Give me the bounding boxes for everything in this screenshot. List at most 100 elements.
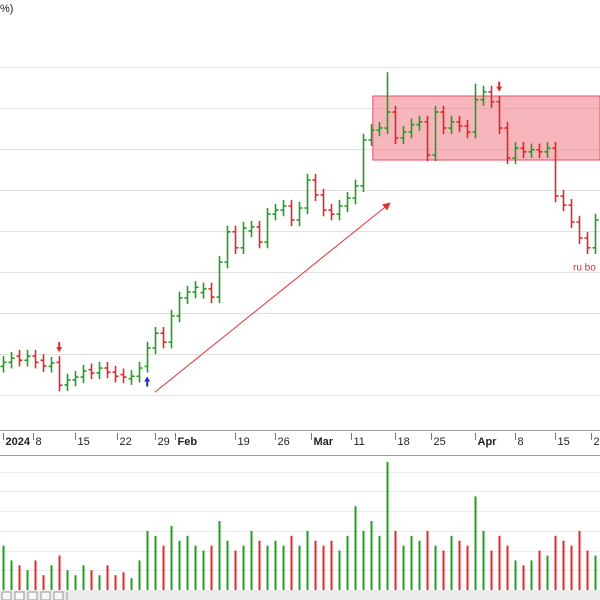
volume-bar [170,525,173,590]
volume-bar [154,535,157,590]
sell-signal [496,81,503,92]
volume-bar [258,540,261,590]
volume-bar [106,565,109,590]
zone-layer [372,95,600,161]
volume-bar [282,545,285,590]
x-tick-label: 22 [120,436,132,448]
volume-bar [546,555,549,590]
volume-bar [298,545,301,590]
tool-button[interactable] [1,591,12,600]
volume-bar [178,540,181,590]
volume-bar [402,545,405,590]
volume-bar [218,521,221,590]
volume-bar [554,535,557,590]
volume-bar [114,575,117,590]
volume-bar [450,535,453,590]
volume-bar [370,521,373,590]
volume-bar [514,560,517,590]
tool-button[interactable] [27,591,38,600]
volume-bar [570,545,573,590]
tool-button[interactable] [53,591,64,600]
volume-bar [90,570,93,590]
volume-bar [346,535,349,590]
grid-layer [0,67,600,571]
volume-bar [290,535,293,590]
volume-bar [458,540,461,590]
volume-bar [122,572,125,590]
volume-bar [82,565,85,590]
volume-bar [314,540,317,590]
volume-bar [194,545,197,590]
x-axis: 2024 8 15 22 29 Feb 19 26 Mar 11 18 25 Apr 8 15 22 [3,433,600,448]
volume-bar [130,578,133,590]
x-tick-label: 19 [238,436,250,448]
bars-layer [0,72,599,393]
x-tick-label: 15 [78,436,90,448]
annotation: ru bo [573,263,596,274]
volume-bar [482,530,485,590]
volume-bar [506,545,509,590]
volume-bar [338,550,341,590]
volume-bar [186,535,189,590]
volume-bar [410,535,413,590]
volume-bar [522,565,525,590]
volume-bar [210,545,213,590]
volume-bar [58,555,61,590]
volume-bar [538,550,541,590]
volume-bar [330,540,333,590]
volume-bar [18,565,21,590]
volume-bar [202,550,205,590]
x-tick-label: 25 [434,436,446,448]
tool-button[interactable] [40,591,51,600]
volume-bar [386,461,389,590]
x-tick-label: 8 [518,436,524,448]
volume-bar [578,530,581,590]
x-tick-label: 11 [354,436,365,448]
volume-layer [2,461,597,590]
sell-signal [56,342,63,353]
x-tick-label: Mar [314,436,334,448]
volume-bar [426,530,429,590]
buy-signal [144,376,151,387]
toolbar-bg [0,590,600,600]
volume-bar [50,565,53,590]
volume-bar [594,555,597,590]
volume-bar [354,506,357,590]
volume-bar [266,545,269,590]
x-tick-label: Feb [178,436,198,448]
x-tick-label: 8 [36,436,42,448]
volume-bar [394,530,397,590]
trend-line [154,202,391,393]
x-tick-label: 22 [594,436,600,448]
highlight-zone [372,95,600,161]
volume-bar [42,575,45,590]
volume-bar [162,545,165,590]
volume-bar [378,535,381,590]
volume-bar [274,540,277,590]
volume-bar [226,540,229,590]
x-tick-label: 2024 [6,436,31,448]
volume-bar [10,560,13,590]
volume-bar [474,496,477,590]
volume-bar [26,570,29,590]
volume-bar [562,540,565,590]
volume-bar [490,550,493,590]
x-tick-label: Apr [478,436,498,448]
volume-bar [362,530,365,590]
x-tick-label: 18 [398,436,410,448]
volume-bar [442,550,445,590]
volume-bar [242,545,245,590]
volume-bar [234,550,237,590]
volume-bar [434,545,437,590]
volume-bar [34,560,37,590]
volume-bar [2,545,5,590]
volume-bar [530,560,533,590]
volume-bar [138,560,141,590]
x-tick-label: 29 [158,436,170,448]
chart-title: %) [0,3,13,15]
toolbar [0,590,600,600]
volume-bar [418,540,421,590]
tool-button[interactable] [14,591,25,600]
